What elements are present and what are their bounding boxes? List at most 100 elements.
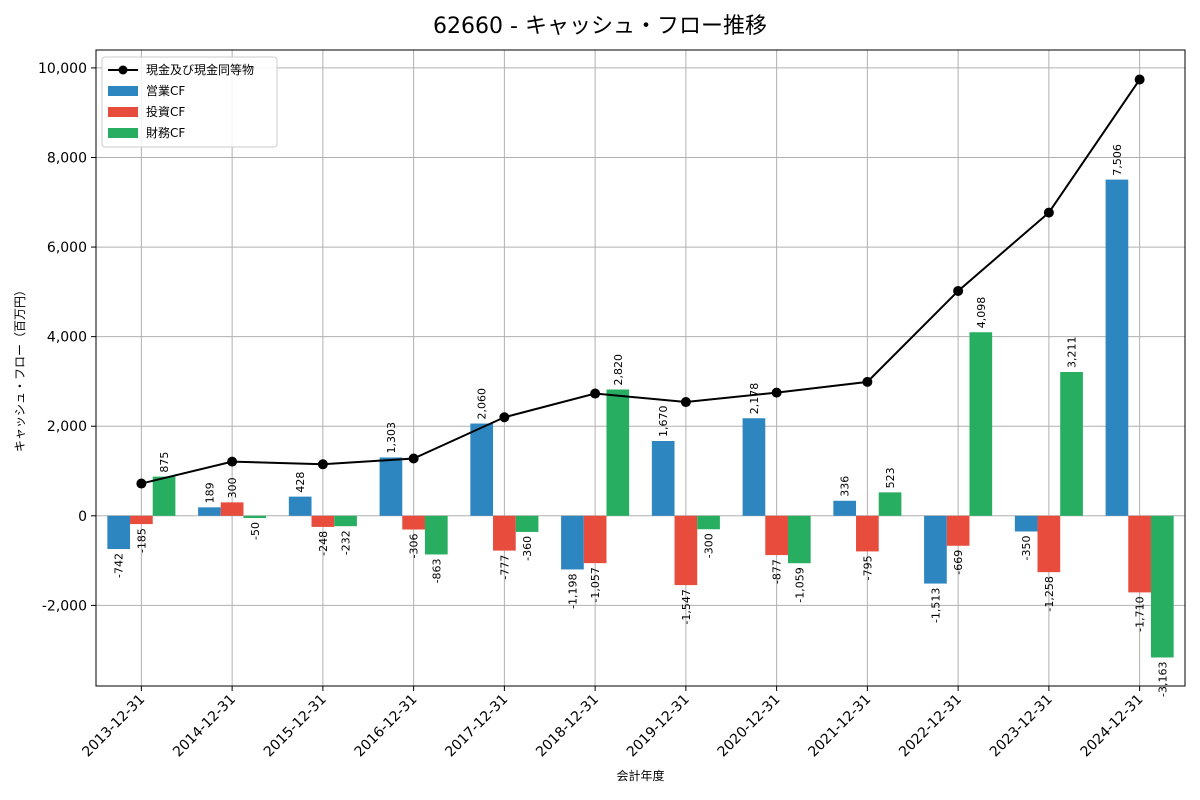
x-tick-label: 2017-12-31: [442, 692, 511, 761]
cash-point: [499, 412, 510, 423]
plot-area: [95, 49, 1186, 687]
data-label: -3,163: [1156, 661, 1169, 696]
x-axis-label: 会計年度: [616, 768, 664, 783]
bar-1: [856, 515, 879, 552]
x-tick-label: 2021-12-31: [805, 692, 874, 761]
cash-line: [136, 74, 1145, 489]
x-tick-label: 2020-12-31: [715, 692, 784, 761]
bar-0: [379, 457, 403, 516]
data-label: -1,198: [566, 573, 579, 608]
bar-2: [606, 389, 630, 516]
y-axis-label: キャッシュ・フロー（百万円）: [13, 284, 27, 452]
data-label: 2,178: [748, 383, 761, 415]
cash-point: [1043, 207, 1054, 218]
y-tick-label: 6,000: [47, 240, 87, 256]
bar-0: [561, 515, 584, 570]
bar-2: [243, 515, 267, 519]
x-tick-label: 2024-12-31: [1078, 692, 1147, 761]
legend-swatch: [108, 128, 138, 138]
cash-point: [1134, 74, 1145, 85]
bar-2: [697, 515, 720, 530]
x-tick-label: 2018-12-31: [533, 692, 602, 761]
data-label: 875: [158, 452, 171, 473]
data-label: 4,098: [975, 297, 988, 329]
data-label: -1,059: [793, 567, 806, 602]
x-tick-label: 2014-12-31: [170, 692, 239, 761]
data-label: 523: [884, 467, 897, 488]
bar-2: [787, 515, 811, 564]
bar-1: [583, 515, 607, 564]
y-tick-label: 8,000: [47, 150, 87, 166]
cash-point: [590, 388, 601, 399]
bar-2: [969, 332, 993, 516]
bar-0: [288, 496, 312, 516]
bar-0: [924, 515, 947, 584]
bar-1: [946, 515, 970, 546]
data-label: -1,547: [680, 589, 693, 624]
data-label: 300: [226, 477, 239, 498]
bar-1: [220, 502, 244, 516]
bar-0: [198, 507, 221, 516]
bar-0: [470, 423, 494, 516]
bar-2: [152, 476, 176, 516]
data-label: -877: [771, 559, 784, 584]
bar-2: [334, 515, 357, 527]
legend-label: 投資CF: [146, 104, 185, 119]
data-label: -777: [498, 555, 511, 580]
cash-line-path: [141, 78, 1141, 485]
bar-0: [107, 515, 131, 550]
y-tick-label: 2,000: [47, 419, 87, 435]
data-label: -1,710: [1134, 596, 1147, 631]
x-tick-label: 2022-12-31: [896, 692, 965, 761]
data-label: 7,506: [1111, 144, 1124, 176]
legend-label: 営業CF: [146, 84, 185, 98]
bar-1: [130, 515, 153, 525]
data-label: -248: [317, 531, 330, 556]
y-tick-label: 0: [78, 509, 87, 525]
data-label: 189: [203, 482, 216, 503]
bar-2: [424, 515, 448, 555]
data-label: -50: [249, 522, 262, 540]
x-tick-label: 2013-12-31: [79, 692, 148, 761]
y-tick-label: 4,000: [47, 330, 87, 346]
cash-point: [136, 478, 147, 489]
bar-1: [493, 515, 516, 551]
data-label: -232: [340, 530, 353, 555]
x-tick-label: 2015-12-31: [261, 692, 330, 761]
bar-0: [833, 500, 857, 516]
data-label: 1,670: [657, 406, 670, 438]
legend-label: 現金及び現金同等物: [146, 62, 254, 77]
bar-2: [878, 492, 902, 516]
bar-0: [651, 441, 675, 516]
bar-1: [1128, 515, 1151, 593]
bar-2: [515, 515, 539, 532]
data-label: -360: [521, 536, 534, 561]
data-label: -300: [703, 533, 716, 558]
data-label: -1,513: [929, 588, 942, 623]
data-label: 336: [839, 476, 852, 497]
x-tick-label: 2019-12-31: [624, 692, 693, 761]
cash-point: [862, 376, 873, 387]
data-label: 2,820: [612, 354, 625, 386]
data-label: -795: [861, 555, 874, 580]
x-tick-label: 2023-12-31: [987, 692, 1056, 761]
y-tick-label: -2,000: [42, 598, 87, 614]
cash-point: [771, 387, 782, 398]
cash-point: [953, 285, 964, 296]
y-tick-label: 10,000: [38, 61, 87, 77]
legend-marker-icon: [118, 65, 128, 75]
data-labels: -742 189 428 1,303 2,060 -1,198 1,670 2,178 336 -…: [113, 144, 1170, 697]
bar-1: [1037, 515, 1061, 573]
data-label: -1,258: [1043, 576, 1056, 611]
bar-0: [1105, 179, 1129, 516]
cash-point: [408, 453, 419, 464]
data-label: 1,303: [385, 422, 398, 454]
legend-swatch: [108, 86, 138, 96]
bar-0: [1014, 515, 1038, 532]
bar-1: [402, 515, 425, 530]
data-label: 2,060: [476, 388, 489, 420]
bar-2: [1060, 371, 1083, 516]
bar-1: [311, 515, 335, 527]
data-label: 3,211: [1066, 336, 1079, 368]
